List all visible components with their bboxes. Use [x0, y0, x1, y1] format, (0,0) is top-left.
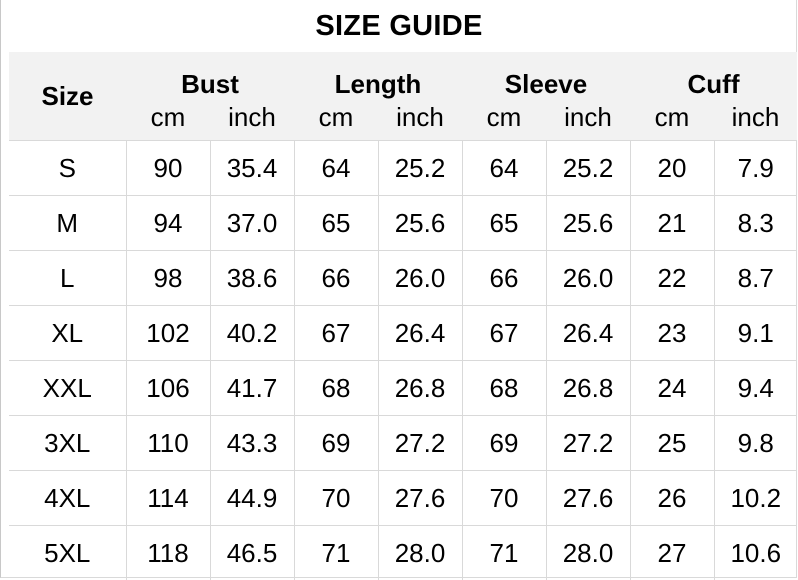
cell-length-cm: 69: [294, 416, 378, 471]
cell-size: M: [9, 196, 126, 251]
cell-length-cm: 64: [294, 141, 378, 196]
bust-header: Bust: [126, 52, 294, 102]
cell-cuff-inch: 10.2: [714, 471, 797, 526]
cell-bust-inch: 41.7: [210, 361, 294, 416]
cell-size: L: [9, 251, 126, 306]
cell-cuff-cm: 21: [630, 196, 714, 251]
cell-sleeve-inch: 28.0: [546, 526, 630, 580]
cell-bust-cm: 106: [126, 361, 210, 416]
size-table: Size Bust Length Sleeve Cuff cm inch cm …: [9, 52, 797, 580]
cell-cuff-inch: 8.7: [714, 251, 797, 306]
cell-size: 4XL: [9, 471, 126, 526]
cell-sleeve-cm: 66: [462, 251, 546, 306]
cell-size: XL: [9, 306, 126, 361]
unit-inch: inch: [210, 102, 294, 141]
cell-bust-inch: 44.9: [210, 471, 294, 526]
cell-bust-inch: 43.3: [210, 416, 294, 471]
cell-bust-inch: 35.4: [210, 141, 294, 196]
cell-sleeve-inch: 26.8: [546, 361, 630, 416]
cell-cuff-inch: 8.3: [714, 196, 797, 251]
unit-cm: cm: [462, 102, 546, 141]
cell-sleeve-inch: 26.4: [546, 306, 630, 361]
cell-length-inch: 26.4: [378, 306, 462, 361]
cell-sleeve-inch: 26.0: [546, 251, 630, 306]
cell-cuff-cm: 23: [630, 306, 714, 361]
cell-length-inch: 27.2: [378, 416, 462, 471]
cell-sleeve-cm: 70: [462, 471, 546, 526]
cell-length-inch: 25.6: [378, 196, 462, 251]
cell-bust-cm: 94: [126, 196, 210, 251]
unit-inch: inch: [378, 102, 462, 141]
cell-sleeve-cm: 68: [462, 361, 546, 416]
cell-sleeve-cm: 69: [462, 416, 546, 471]
cell-length-cm: 71: [294, 526, 378, 580]
length-header: Length: [294, 52, 462, 102]
cell-bust-inch: 46.5: [210, 526, 294, 580]
cell-size: 5XL: [9, 526, 126, 580]
cell-bust-cm: 102: [126, 306, 210, 361]
cell-length-cm: 67: [294, 306, 378, 361]
cell-sleeve-inch: 25.6: [546, 196, 630, 251]
cell-bust-cm: 114: [126, 471, 210, 526]
cell-length-inch: 28.0: [378, 526, 462, 580]
cell-sleeve-inch: 25.2: [546, 141, 630, 196]
cell-bust-cm: 110: [126, 416, 210, 471]
sleeve-header: Sleeve: [462, 52, 630, 102]
cell-length-inch: 26.8: [378, 361, 462, 416]
unit-cm: cm: [630, 102, 714, 141]
cell-sleeve-cm: 71: [462, 526, 546, 580]
unit-inch: inch: [714, 102, 797, 141]
cell-sleeve-inch: 27.6: [546, 471, 630, 526]
cell-sleeve-cm: 67: [462, 306, 546, 361]
unit-cm: cm: [126, 102, 210, 141]
cuff-header: Cuff: [630, 52, 797, 102]
cell-sleeve-inch: 27.2: [546, 416, 630, 471]
cell-length-cm: 65: [294, 196, 378, 251]
cell-sleeve-cm: 64: [462, 141, 546, 196]
cell-bust-inch: 40.2: [210, 306, 294, 361]
cell-bust-cm: 118: [126, 526, 210, 580]
cell-cuff-cm: 27: [630, 526, 714, 580]
cell-cuff-inch: 9.4: [714, 361, 797, 416]
unit-inch: inch: [546, 102, 630, 141]
cell-cuff-inch: 7.9: [714, 141, 797, 196]
cell-length-inch: 26.0: [378, 251, 462, 306]
cell-bust-cm: 98: [126, 251, 210, 306]
cell-cuff-inch: 9.8: [714, 416, 797, 471]
cell-bust-inch: 37.0: [210, 196, 294, 251]
cell-length-inch: 25.2: [378, 141, 462, 196]
cell-cuff-cm: 20: [630, 141, 714, 196]
cell-size: XXL: [9, 361, 126, 416]
cell-cuff-cm: 26: [630, 471, 714, 526]
cell-bust-inch: 38.6: [210, 251, 294, 306]
cell-cuff-inch: 9.1: [714, 306, 797, 361]
cell-bust-cm: 90: [126, 141, 210, 196]
cell-cuff-inch: 10.6: [714, 526, 797, 580]
cell-length-cm: 70: [294, 471, 378, 526]
cell-size: 3XL: [9, 416, 126, 471]
cell-cuff-cm: 22: [630, 251, 714, 306]
cell-cuff-cm: 24: [630, 361, 714, 416]
cell-length-cm: 66: [294, 251, 378, 306]
page-title: SIZE GUIDE: [0, 10, 798, 43]
cell-sleeve-cm: 65: [462, 196, 546, 251]
cell-length-cm: 68: [294, 361, 378, 416]
cell-length-inch: 27.6: [378, 471, 462, 526]
size-header: Size: [9, 52, 126, 141]
cell-size: S: [9, 141, 126, 196]
unit-cm: cm: [294, 102, 378, 141]
cell-cuff-cm: 25: [630, 416, 714, 471]
